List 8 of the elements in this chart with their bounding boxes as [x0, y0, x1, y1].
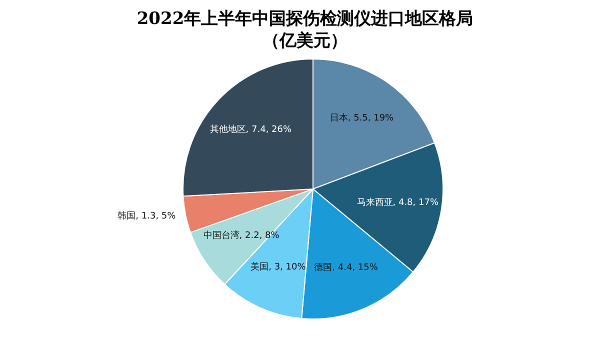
slice-label: 日本, 5.5, 19%: [330, 112, 394, 124]
slice-label: 其他地区, 7.4, 26%: [210, 124, 292, 136]
chart-title: 2022年上半年中国探伤检测仪进口地区格局: [136, 9, 474, 29]
slice-label: 韩国, 1.3, 5%: [118, 210, 176, 222]
slice-label: 马来西亚, 4.8, 17%: [356, 197, 439, 208]
slice-label: 德国, 4.4, 15%: [314, 262, 378, 274]
chart-subtitle: （亿美元）: [262, 30, 348, 52]
slice-label: 美国, 3, 10%: [250, 261, 306, 272]
